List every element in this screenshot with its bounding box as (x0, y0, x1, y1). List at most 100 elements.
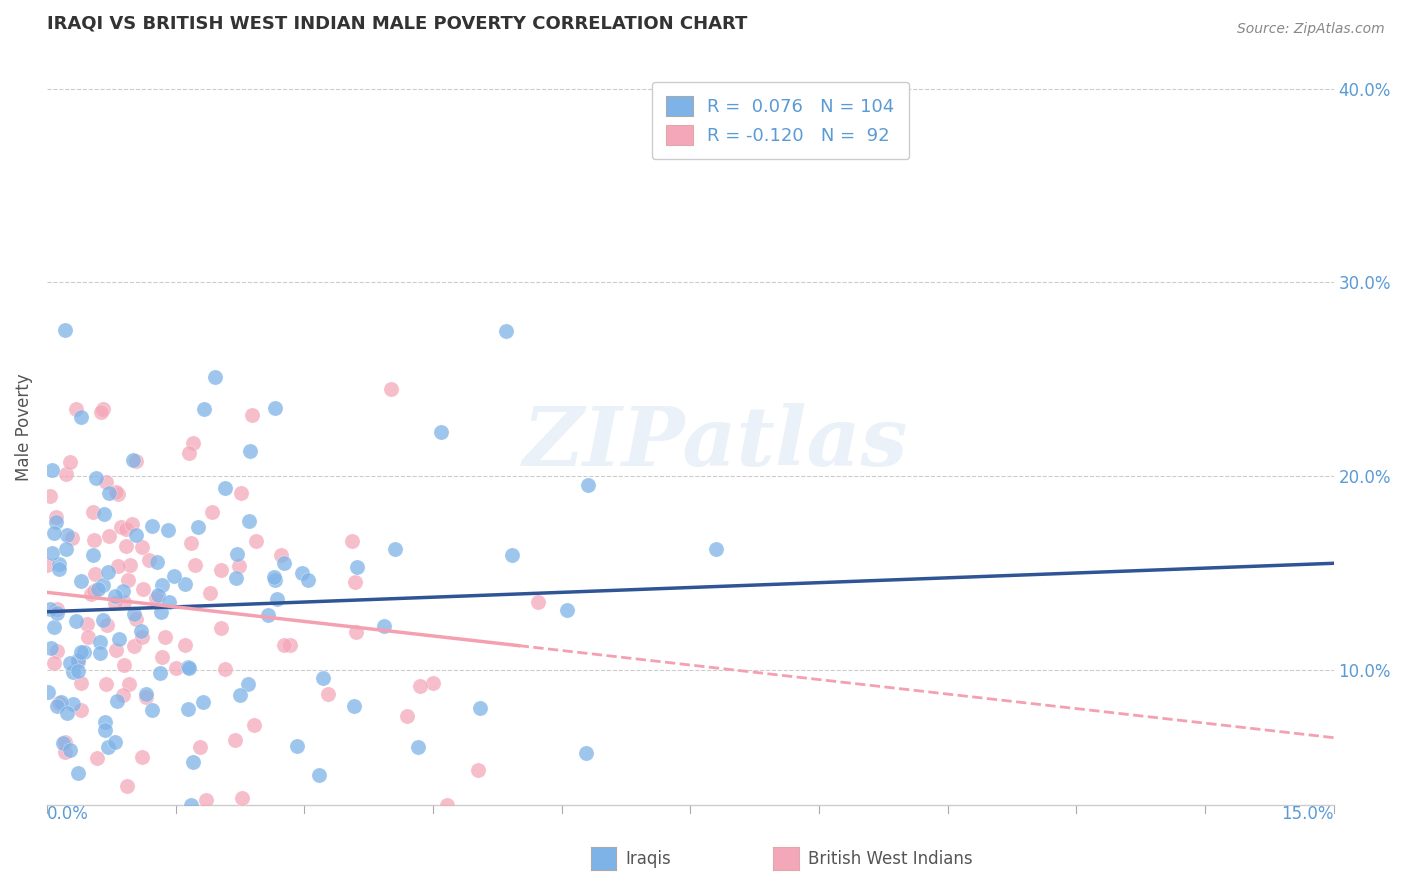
Point (576, 478, 599, 492)
Point (46, 699, 69, 714)
Point (73, 645, 96, 659)
Point (112, 595, 135, 609)
Point (53, 745, 76, 759)
Point (575, 746, 598, 760)
Point (163, 569, 186, 583)
Point (229, 485, 252, 500)
Point (153, 631, 176, 645)
Point (45, 644, 67, 658)
Point (53, 323, 76, 337)
Text: ZIPatlas: ZIPatlas (523, 403, 908, 483)
Point (273, 556, 295, 570)
Point (93, 714, 115, 729)
Point (135, 687, 157, 701)
Point (37, 685, 59, 699)
Point (201, 505, 224, 519)
Point (145, 555, 167, 569)
Point (176, 702, 198, 716)
Point (65, 401, 87, 416)
Point (291, 566, 314, 580)
Point (180, 535, 202, 549)
Point (340, 533, 363, 548)
Point (105, 694, 128, 708)
Point (55, 541, 77, 556)
Point (174, 577, 197, 591)
Point (429, 425, 451, 440)
Point (104, 589, 127, 603)
Point (56, 527, 79, 541)
Point (70, 703, 93, 717)
Point (66, 655, 89, 669)
Point (110, 519, 132, 533)
Point (188, 739, 211, 754)
Point (138, 552, 160, 566)
Point (65, 614, 87, 628)
Point (62, 697, 84, 711)
Point (62, 665, 84, 679)
Point (55, 706, 77, 721)
Point (214, 481, 236, 495)
Point (82, 505, 104, 519)
Point (91, 613, 114, 627)
Point (152, 650, 174, 665)
Point (107, 486, 129, 500)
Point (145, 591, 167, 605)
Point (380, 382, 402, 396)
Point (89, 634, 111, 648)
Point (59, 656, 82, 670)
Point (45, 515, 67, 529)
Point (148, 588, 170, 602)
Point (39, 602, 62, 616)
Legend: R =  0.076   N = 104, R = -0.120   N =  92: R = 0.076 N = 104, R = -0.120 N = 92 (651, 81, 910, 160)
Point (39, 489, 62, 503)
Point (115, 522, 138, 536)
Point (93, 507, 115, 521)
Point (125, 453, 148, 467)
Point (181, 755, 204, 769)
Point (180, 798, 202, 813)
Point (204, 370, 226, 384)
Point (150, 605, 173, 619)
Point (59, 743, 82, 757)
Point (42, 525, 65, 540)
Point (70, 410, 93, 425)
Point (79, 586, 101, 600)
Point (70, 574, 93, 588)
Point (104, 596, 127, 610)
Point (240, 408, 263, 422)
Point (94, 475, 117, 490)
Point (97, 740, 120, 755)
Point (39, 640, 62, 655)
Point (45, 509, 67, 524)
Point (214, 662, 236, 676)
Point (343, 698, 366, 713)
Point (312, 672, 335, 686)
Point (704, 542, 727, 557)
Point (436, 798, 458, 813)
Point (264, 573, 287, 587)
Point (55, 467, 77, 481)
Point (263, 401, 285, 416)
Point (125, 611, 148, 625)
Point (111, 584, 134, 599)
Point (122, 639, 145, 653)
Point (131, 582, 153, 597)
Y-axis label: Male Poverty: Male Poverty (15, 374, 32, 482)
Point (467, 763, 489, 777)
Text: British West Indians: British West Indians (808, 849, 973, 868)
Point (114, 657, 136, 672)
Point (77, 631, 100, 645)
Point (316, 687, 339, 701)
Point (557, 603, 579, 617)
Point (384, 542, 406, 557)
Point (66, 653, 89, 667)
Point (52, 736, 75, 750)
Point (141, 518, 163, 533)
Point (157, 595, 180, 609)
Point (112, 688, 135, 702)
Text: Iraqis: Iraqis (626, 849, 672, 868)
Point (409, 679, 432, 693)
Point (187, 520, 209, 534)
Point (149, 666, 172, 681)
Point (308, 768, 330, 782)
